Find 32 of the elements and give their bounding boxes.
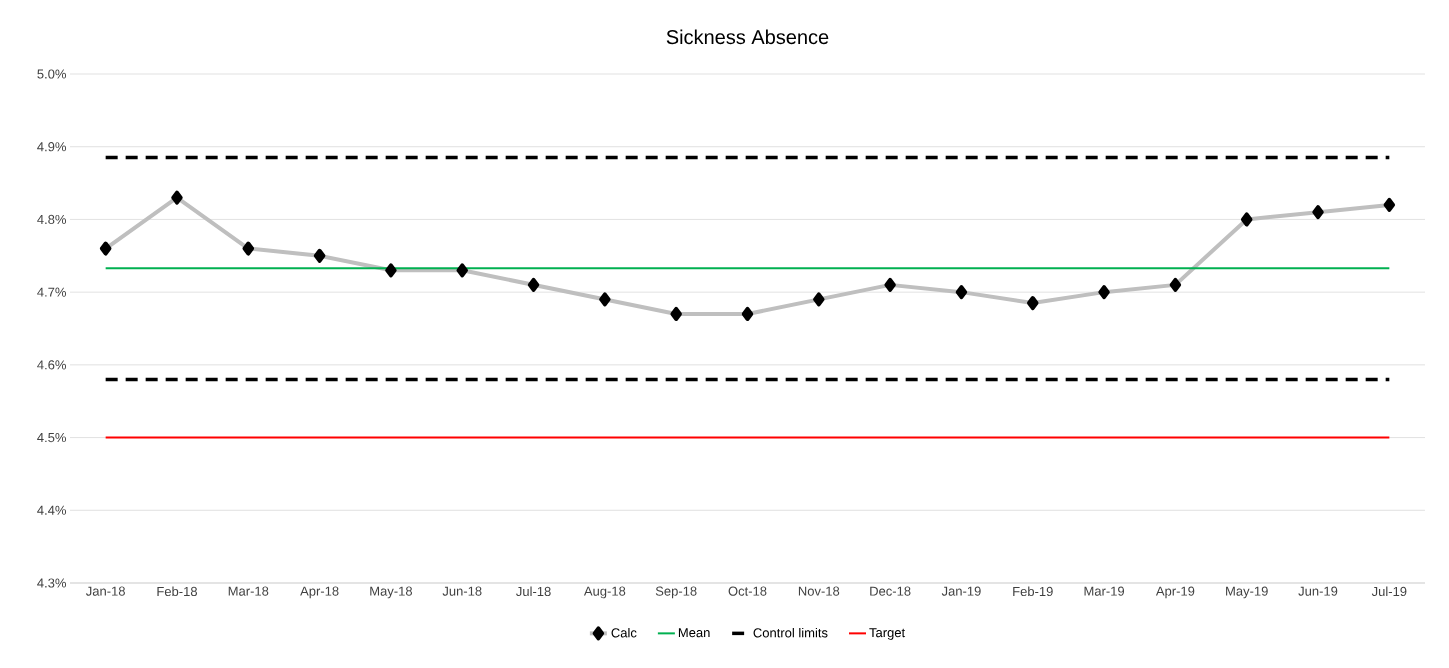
x-tick-label: Apr-19 [1155, 586, 1195, 599]
x-tick-label: Nov-18 [798, 586, 840, 596]
x-tick-label: Jun-18 [442, 586, 482, 596]
x-tick-label: Feb-18 [157, 586, 198, 597]
x-tick-label: May-19 [1226, 586, 1268, 599]
legend-label: Mean [678, 628, 710, 638]
x-tick-label: Feb-19 [1013, 586, 1053, 597]
x-tick-label: Sep-18 [655, 586, 697, 599]
y-tick-label: 4.9% [37, 142, 67, 152]
y-tick-label: 4.4% [37, 505, 67, 515]
x-tick-label: Jul-19 [1371, 586, 1407, 597]
x-tick-label: Jan-19 [941, 586, 981, 596]
x-tick-label: Aug-18 [583, 586, 626, 599]
legend-label: Control limits [753, 627, 828, 638]
y-tick-label: 4.8% [37, 214, 67, 225]
x-tick-label: May-18 [370, 586, 413, 599]
x-tick-label: Dec-18 [870, 586, 911, 596]
y-tick-label: 4.6% [37, 360, 67, 370]
legend-label: Target [869, 628, 906, 640]
x-tick-label: Mar-18 [228, 586, 269, 596]
x-tick-label: Jun-19 [1298, 586, 1338, 596]
y-tick-label: 4.5% [37, 433, 67, 443]
x-tick-label: Apr-18 [300, 586, 339, 599]
y-tick-label: 5.0% [37, 69, 67, 79]
y-tick-label: 4.3% [37, 578, 67, 588]
y-tick-label: 4.7% [37, 287, 67, 297]
x-tick-label: Oct-18 [728, 586, 767, 596]
x-tick-label: Mar-19 [1084, 586, 1125, 596]
x-tick-label: Jul-18 [516, 586, 551, 597]
legend-label: Calc [611, 627, 637, 638]
chart-title: Sickness Absence [666, 29, 829, 45]
x-tick-label: Jan-18 [85, 586, 125, 596]
